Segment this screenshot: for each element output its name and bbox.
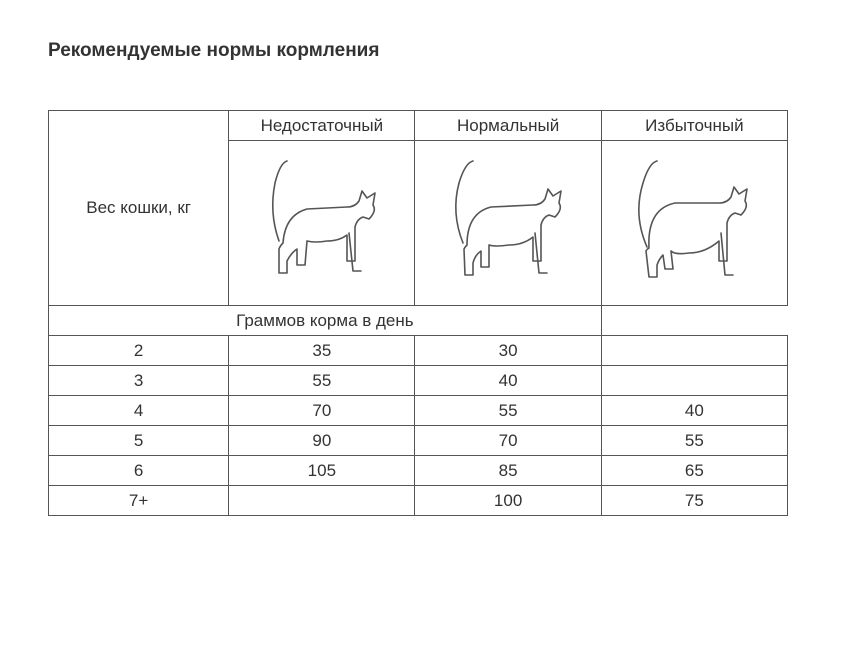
- normal-value: 85: [415, 456, 601, 486]
- underweight-value: 35: [229, 336, 415, 366]
- row-header-weight: Вес кошки, кг: [49, 111, 229, 306]
- normal-value: 70: [415, 426, 601, 456]
- col-header-underweight: Недостаточный: [229, 111, 415, 141]
- page-title: Рекомендуемые нормы кормления: [48, 40, 800, 62]
- underweight-value: 70: [229, 396, 415, 426]
- normal-value: 40: [415, 366, 601, 396]
- normal-cat-cell: [415, 141, 601, 306]
- table-row: 7+ 100 75: [49, 486, 788, 516]
- normal-value: 100: [415, 486, 601, 516]
- subtitle-grams-per-day: Граммов корма в день: [49, 306, 602, 336]
- underweight-value: 105: [229, 456, 415, 486]
- table-row: 2 35 30: [49, 336, 788, 366]
- weight-cell: 4: [49, 396, 229, 426]
- underweight-cat-cell: [229, 141, 415, 306]
- weight-cell: 7+: [49, 486, 229, 516]
- normal-value: 55: [415, 396, 601, 426]
- overweight-value: 75: [601, 486, 787, 516]
- normal-value: 30: [415, 336, 601, 366]
- weight-cell: 5: [49, 426, 229, 456]
- overweight-cat-cell: [601, 141, 787, 306]
- overweight-value: [601, 336, 787, 366]
- table-row: 6 105 85 65: [49, 456, 788, 486]
- col-header-normal: Нормальный: [415, 111, 601, 141]
- normal-cat-icon: [433, 153, 583, 293]
- underweight-cat-icon: [247, 153, 397, 293]
- feeding-table: Вес кошки, кг Недостаточный Нормальный И…: [48, 110, 788, 516]
- col-header-overweight: Избыточный: [601, 111, 787, 141]
- weight-cell: 3: [49, 366, 229, 396]
- overweight-value: 55: [601, 426, 787, 456]
- overweight-value: [601, 366, 787, 396]
- underweight-value: [229, 486, 415, 516]
- table-row: 5 90 70 55: [49, 426, 788, 456]
- overweight-value: 65: [601, 456, 787, 486]
- underweight-value: 90: [229, 426, 415, 456]
- underweight-value: 55: [229, 366, 415, 396]
- weight-cell: 6: [49, 456, 229, 486]
- table-row: 4 70 55 40: [49, 396, 788, 426]
- overweight-value: 40: [601, 396, 787, 426]
- weight-cell: 2: [49, 336, 229, 366]
- table-row: 3 55 40: [49, 366, 788, 396]
- overweight-cat-icon: [619, 153, 769, 293]
